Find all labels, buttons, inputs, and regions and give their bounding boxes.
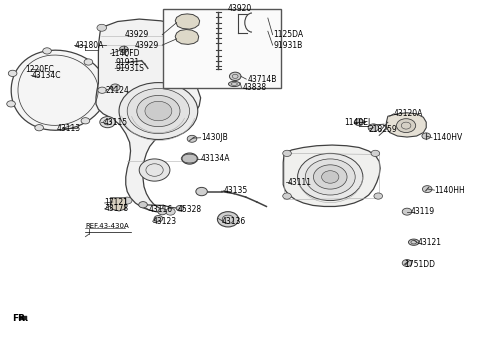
Text: 17121: 17121: [105, 198, 129, 208]
Bar: [19, 316, 27, 320]
Circle shape: [35, 125, 44, 131]
Text: 43929: 43929: [124, 30, 149, 39]
Polygon shape: [283, 145, 380, 206]
Circle shape: [139, 202, 147, 208]
Text: 43136: 43136: [222, 217, 246, 226]
Circle shape: [197, 25, 206, 32]
Circle shape: [81, 118, 90, 124]
Polygon shape: [386, 113, 426, 137]
Text: 43120A: 43120A: [394, 109, 423, 118]
Circle shape: [229, 72, 241, 81]
Circle shape: [137, 95, 180, 127]
Text: 43121: 43121: [418, 238, 442, 247]
Circle shape: [110, 84, 120, 91]
Text: 43116: 43116: [149, 205, 173, 214]
Text: 1751DD: 1751DD: [404, 260, 435, 269]
Circle shape: [166, 208, 175, 215]
Circle shape: [158, 209, 167, 215]
Circle shape: [43, 48, 51, 54]
Circle shape: [368, 124, 379, 132]
Text: 45328: 45328: [178, 205, 202, 214]
Polygon shape: [110, 198, 126, 211]
Text: 91931B: 91931B: [274, 41, 303, 50]
Text: 1140HV: 1140HV: [432, 133, 462, 142]
Text: 218259: 218259: [369, 125, 397, 134]
Text: 43134A: 43134A: [201, 154, 230, 163]
Circle shape: [145, 101, 172, 121]
Text: 91931S: 91931S: [115, 64, 144, 73]
Text: 1140FD: 1140FD: [110, 49, 140, 58]
Text: REF.43-430A: REF.43-430A: [85, 223, 129, 229]
Text: 1220FC: 1220FC: [25, 65, 54, 74]
Circle shape: [313, 165, 347, 189]
Polygon shape: [96, 19, 210, 212]
Circle shape: [354, 119, 364, 126]
Polygon shape: [175, 14, 200, 29]
Text: 43123: 43123: [153, 217, 177, 226]
Circle shape: [182, 153, 197, 164]
Text: 43838: 43838: [242, 83, 266, 92]
Polygon shape: [175, 29, 199, 44]
Text: 1140HH: 1140HH: [434, 186, 465, 195]
Circle shape: [422, 186, 432, 193]
Text: 1125DA: 1125DA: [274, 30, 304, 39]
Circle shape: [374, 193, 383, 199]
Circle shape: [298, 153, 363, 201]
Circle shape: [122, 197, 132, 204]
Ellipse shape: [228, 81, 240, 87]
Text: 43135: 43135: [223, 186, 248, 195]
Text: 43134C: 43134C: [31, 71, 60, 80]
Circle shape: [402, 260, 412, 266]
Text: 43714B: 43714B: [247, 75, 276, 84]
Circle shape: [217, 212, 239, 227]
Text: 43929: 43929: [134, 41, 158, 50]
Circle shape: [196, 187, 207, 196]
Text: 43920: 43920: [228, 4, 252, 13]
Circle shape: [371, 150, 380, 156]
Circle shape: [97, 24, 107, 31]
Bar: [163, 9, 281, 88]
Text: 43111: 43111: [288, 178, 312, 187]
Text: 43113: 43113: [57, 124, 81, 133]
Text: 43178: 43178: [105, 204, 129, 213]
Text: 43119: 43119: [410, 207, 434, 216]
Circle shape: [8, 70, 17, 76]
Circle shape: [187, 135, 197, 142]
Circle shape: [7, 101, 15, 107]
Circle shape: [396, 119, 416, 133]
Circle shape: [176, 205, 184, 211]
Text: 21124: 21124: [106, 86, 130, 95]
Text: 1140EJ: 1140EJ: [345, 118, 371, 127]
Text: 43115: 43115: [103, 118, 127, 127]
Circle shape: [283, 193, 291, 199]
Circle shape: [305, 159, 355, 195]
Text: 1430JB: 1430JB: [202, 133, 228, 142]
Circle shape: [322, 171, 339, 183]
Circle shape: [100, 117, 115, 128]
Circle shape: [402, 208, 412, 215]
Circle shape: [98, 87, 107, 93]
Text: 43180A: 43180A: [74, 41, 104, 50]
Circle shape: [139, 159, 170, 181]
Circle shape: [204, 47, 214, 54]
Circle shape: [283, 150, 291, 156]
Circle shape: [84, 59, 93, 65]
Circle shape: [119, 83, 198, 139]
Circle shape: [120, 46, 128, 52]
Text: 91931: 91931: [115, 58, 139, 67]
Polygon shape: [11, 50, 107, 130]
Text: FR.: FR.: [12, 314, 28, 323]
Circle shape: [422, 133, 431, 139]
Circle shape: [127, 88, 190, 134]
Ellipse shape: [408, 239, 419, 245]
Circle shape: [154, 215, 163, 222]
